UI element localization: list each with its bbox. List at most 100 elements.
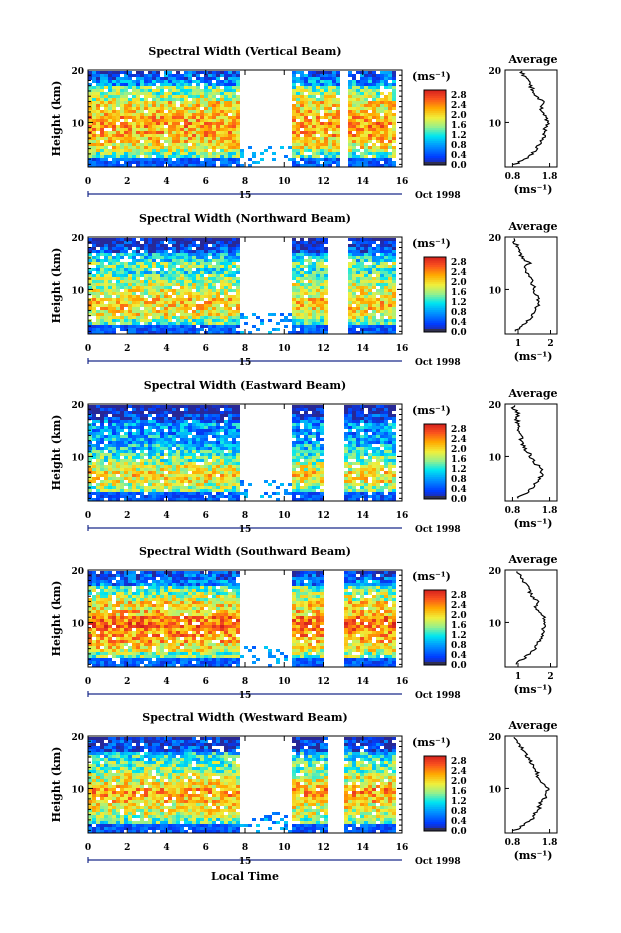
heatmap-cell bbox=[304, 116, 308, 119]
heatmap-cell bbox=[200, 116, 204, 119]
heatmap-cell bbox=[308, 301, 312, 304]
heatmap-cell bbox=[200, 313, 204, 316]
heatmap-cell bbox=[124, 113, 128, 116]
heatmap-cell bbox=[140, 259, 144, 262]
heatmap-cell bbox=[116, 71, 120, 74]
heatmap-cell bbox=[192, 301, 196, 304]
heatmap-cell bbox=[108, 486, 112, 489]
heatmap-cell bbox=[88, 462, 92, 465]
heatmap-cell bbox=[180, 143, 184, 146]
heatmap-cell bbox=[316, 125, 320, 128]
heatmap-cell bbox=[224, 271, 228, 274]
heatmap-cell bbox=[108, 95, 112, 98]
heatmap-cell bbox=[184, 259, 188, 262]
heatmap-cell bbox=[196, 247, 200, 250]
heatmap-cell bbox=[368, 116, 372, 119]
heatmap-cell bbox=[148, 456, 152, 459]
heatmap-cell bbox=[116, 462, 120, 465]
heatmap-cell bbox=[200, 241, 204, 244]
heatmap-cell bbox=[140, 468, 144, 471]
heatmap-cell bbox=[144, 128, 148, 131]
heatmap-cell bbox=[388, 98, 392, 101]
heatmap-cell bbox=[296, 289, 300, 292]
heatmap-cell bbox=[212, 140, 216, 143]
heatmap-cell bbox=[360, 146, 364, 149]
heatmap-cell bbox=[116, 447, 120, 450]
heatmap-cell bbox=[308, 250, 312, 253]
heatmap-cell bbox=[348, 152, 352, 155]
heatmap-cell bbox=[224, 122, 228, 125]
heatmap-cell bbox=[116, 259, 120, 262]
heatmap-cell bbox=[108, 438, 112, 441]
heatmap-cell bbox=[188, 140, 192, 143]
heatmap-cell bbox=[388, 83, 392, 86]
heatmap-cell bbox=[132, 438, 136, 441]
heatmap-cell bbox=[292, 95, 296, 98]
heatmap-cell bbox=[220, 429, 224, 432]
heatmap-cell bbox=[136, 492, 140, 495]
heatmap-cell bbox=[392, 152, 396, 155]
heatmap-cell bbox=[384, 101, 388, 104]
heatmap-cell bbox=[120, 107, 124, 110]
heatmap-cell bbox=[168, 438, 172, 441]
heatmap-cell bbox=[196, 316, 200, 319]
heatmap-cell bbox=[104, 161, 108, 164]
heatmap-cell bbox=[116, 301, 120, 304]
heatmap-cell bbox=[296, 128, 300, 131]
heatmap-cell bbox=[144, 244, 148, 247]
heatmap-cell bbox=[176, 113, 180, 116]
heatmap-cell bbox=[172, 247, 176, 250]
heatmap-cell bbox=[180, 98, 184, 101]
heatmap-cell bbox=[132, 134, 136, 137]
heatmap-cell bbox=[228, 71, 232, 74]
heatmap-cell bbox=[120, 77, 124, 80]
heatmap-cell bbox=[172, 244, 176, 247]
heatmap-cell bbox=[92, 74, 96, 77]
heatmap-cell bbox=[308, 280, 312, 283]
heatmap-cell bbox=[136, 131, 140, 134]
heatmap-cell bbox=[360, 286, 364, 289]
heatmap-cell bbox=[180, 492, 184, 495]
heatmap-cell bbox=[392, 83, 396, 86]
heatmap-cell bbox=[364, 149, 368, 152]
heatmap-cell bbox=[200, 292, 204, 295]
heatmap-cell bbox=[132, 238, 136, 241]
heatmap-cell bbox=[176, 128, 180, 131]
heatmap-cell bbox=[316, 113, 320, 116]
heatmap-cell bbox=[188, 322, 192, 325]
heatmap-cell bbox=[112, 247, 116, 250]
heatmap-cell bbox=[224, 435, 228, 438]
heatmap-cell bbox=[220, 98, 224, 101]
heatmap-cell bbox=[108, 241, 112, 244]
heatmap-cell bbox=[128, 86, 132, 89]
heatmap-cell bbox=[160, 462, 164, 465]
heatmap-cell bbox=[104, 95, 108, 98]
heatmap-cell bbox=[228, 298, 232, 301]
heatmap-cell bbox=[320, 101, 324, 104]
heatmap-cell bbox=[152, 119, 156, 122]
heatmap-cell bbox=[200, 283, 204, 286]
heatmap-cell bbox=[120, 489, 124, 492]
heatmap-cell bbox=[184, 471, 188, 474]
heatmap-cell bbox=[188, 280, 192, 283]
heatmap-cell bbox=[160, 256, 164, 259]
heatmap-cell bbox=[92, 423, 96, 426]
heatmap-cell bbox=[116, 155, 120, 158]
heatmap-cell bbox=[308, 259, 312, 262]
heatmap-cell bbox=[108, 71, 112, 74]
heatmap-cell bbox=[112, 447, 116, 450]
heatmap-cell bbox=[228, 161, 232, 164]
heatmap-cell bbox=[128, 143, 132, 146]
heatmap-cell bbox=[212, 107, 216, 110]
heatmap-cell bbox=[208, 238, 212, 241]
heatmap-cell bbox=[128, 98, 132, 101]
heatmap-cell bbox=[336, 143, 340, 146]
heatmap-cell bbox=[160, 295, 164, 298]
heatmap-cell bbox=[92, 71, 96, 74]
heatmap-cell bbox=[168, 146, 172, 149]
heatmap-cell bbox=[120, 113, 124, 116]
heatmap-cell bbox=[196, 456, 200, 459]
heatmap-cell bbox=[132, 477, 136, 480]
heatmap-cell bbox=[380, 149, 384, 152]
heatmap-cell bbox=[152, 304, 156, 307]
